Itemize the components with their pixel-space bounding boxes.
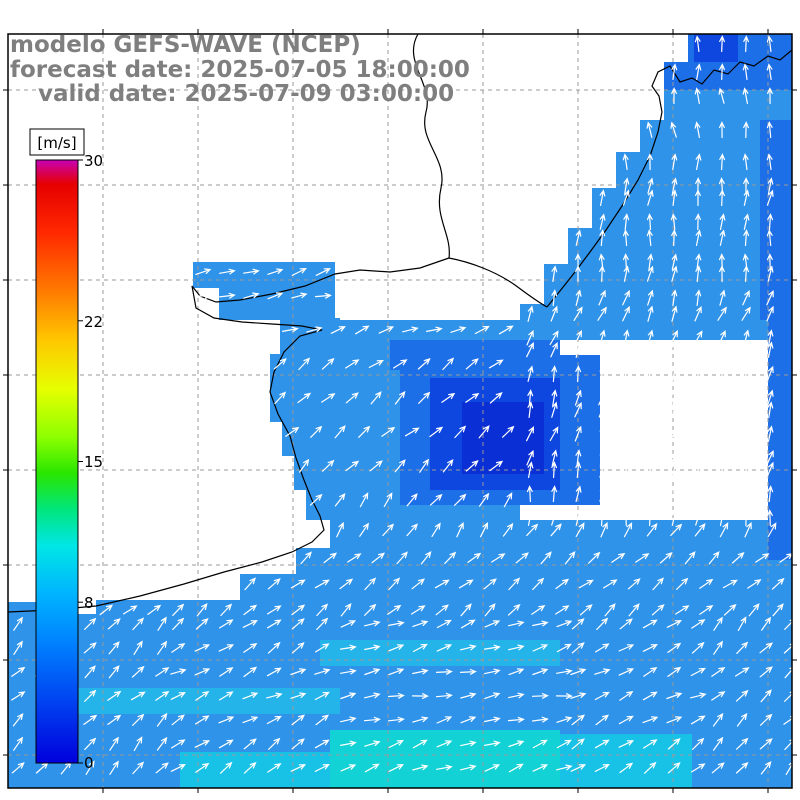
ocean-cell	[694, 34, 738, 62]
colorbar-ticks: 30 22 15 8 0	[84, 152, 103, 772]
wind-arrow-group	[336, 521, 777, 538]
ocean-cell	[568, 228, 792, 264]
wind-arrow-group	[194, 267, 332, 300]
ocean-cell	[60, 688, 340, 714]
header: modelo GEFS-WAVE (NCEP) forecast date: 2…	[10, 32, 470, 107]
wind-arrow-group	[285, 425, 515, 439]
wind-arrow-group	[646, 121, 773, 139]
coastline-path	[7, 33, 793, 613]
colorbar: [m/s] 30 22 15 8 0	[29, 128, 103, 772]
wind-arrow-group	[299, 458, 504, 473]
colorbar-tick-8: 8	[84, 594, 94, 612]
plot-border	[7, 33, 793, 789]
title-forecast-date-line: forecast date: 2025-07-05 18:00:00	[10, 57, 470, 83]
wind-arrow-group	[274, 390, 503, 405]
colorbar-unit-box	[29, 128, 85, 156]
wind-arrow-group	[170, 617, 331, 774]
wind-arrow-group	[694, 35, 773, 53]
wind-arrow-group	[526, 461, 774, 527]
wind-arrow-group	[551, 265, 774, 307]
ocean-cell	[320, 640, 560, 666]
wind-arrow-group	[526, 341, 774, 407]
wind-arrow-group	[309, 492, 513, 508]
ocean-cell	[760, 120, 792, 320]
colorbar-tick-30: 30	[84, 152, 103, 170]
ocean-cell	[96, 600, 792, 614]
ocean-cell	[240, 574, 792, 600]
tick-marks-layer	[3, 29, 797, 793]
ocean-cell	[330, 730, 560, 788]
title-model-line: modelo GEFS-WAVE (NCEP)	[10, 32, 361, 58]
wind-arrow-group	[526, 401, 774, 466]
ocean-cell	[664, 62, 792, 90]
wind-arrows-layer	[11, 35, 792, 776]
ocean-cell	[664, 90, 792, 120]
wind-arrow-group	[570, 617, 707, 774]
colorbar-tick-15: 15	[84, 453, 103, 471]
wind-arrow-group	[671, 63, 773, 105]
title-valid-date-line: valid date: 2025-07-09 03:00:00	[38, 81, 454, 107]
colorbar-tick-0: 0	[84, 754, 94, 772]
wind-arrow-group	[622, 153, 774, 195]
wind-arrow-group	[282, 325, 514, 335]
wind-arrow-group	[244, 577, 785, 591]
wind-arrow-group	[711, 616, 792, 776]
colorbar-gradient-bar	[35, 159, 79, 764]
ocean-cell	[180, 752, 330, 788]
ocean-layer	[8, 34, 792, 788]
colorbar-unit-label: [m/s]	[37, 134, 76, 152]
ocean-cell	[520, 304, 792, 340]
ocean-cell	[219, 262, 335, 320]
ocean-cell	[768, 320, 792, 560]
wind-arrow-group	[526, 305, 774, 346]
wind-arrow-group	[340, 619, 573, 773]
ocean-cell	[544, 264, 792, 304]
wind-arrow-group	[575, 229, 773, 271]
wind-arrow-group	[273, 357, 504, 371]
ocean-cell	[193, 262, 219, 288]
wind-arrow-group	[300, 550, 792, 565]
wind-arrow-group	[99, 602, 784, 617]
colorbar-tick-22: 22	[84, 313, 103, 331]
wind-arrow-group	[599, 189, 774, 231]
